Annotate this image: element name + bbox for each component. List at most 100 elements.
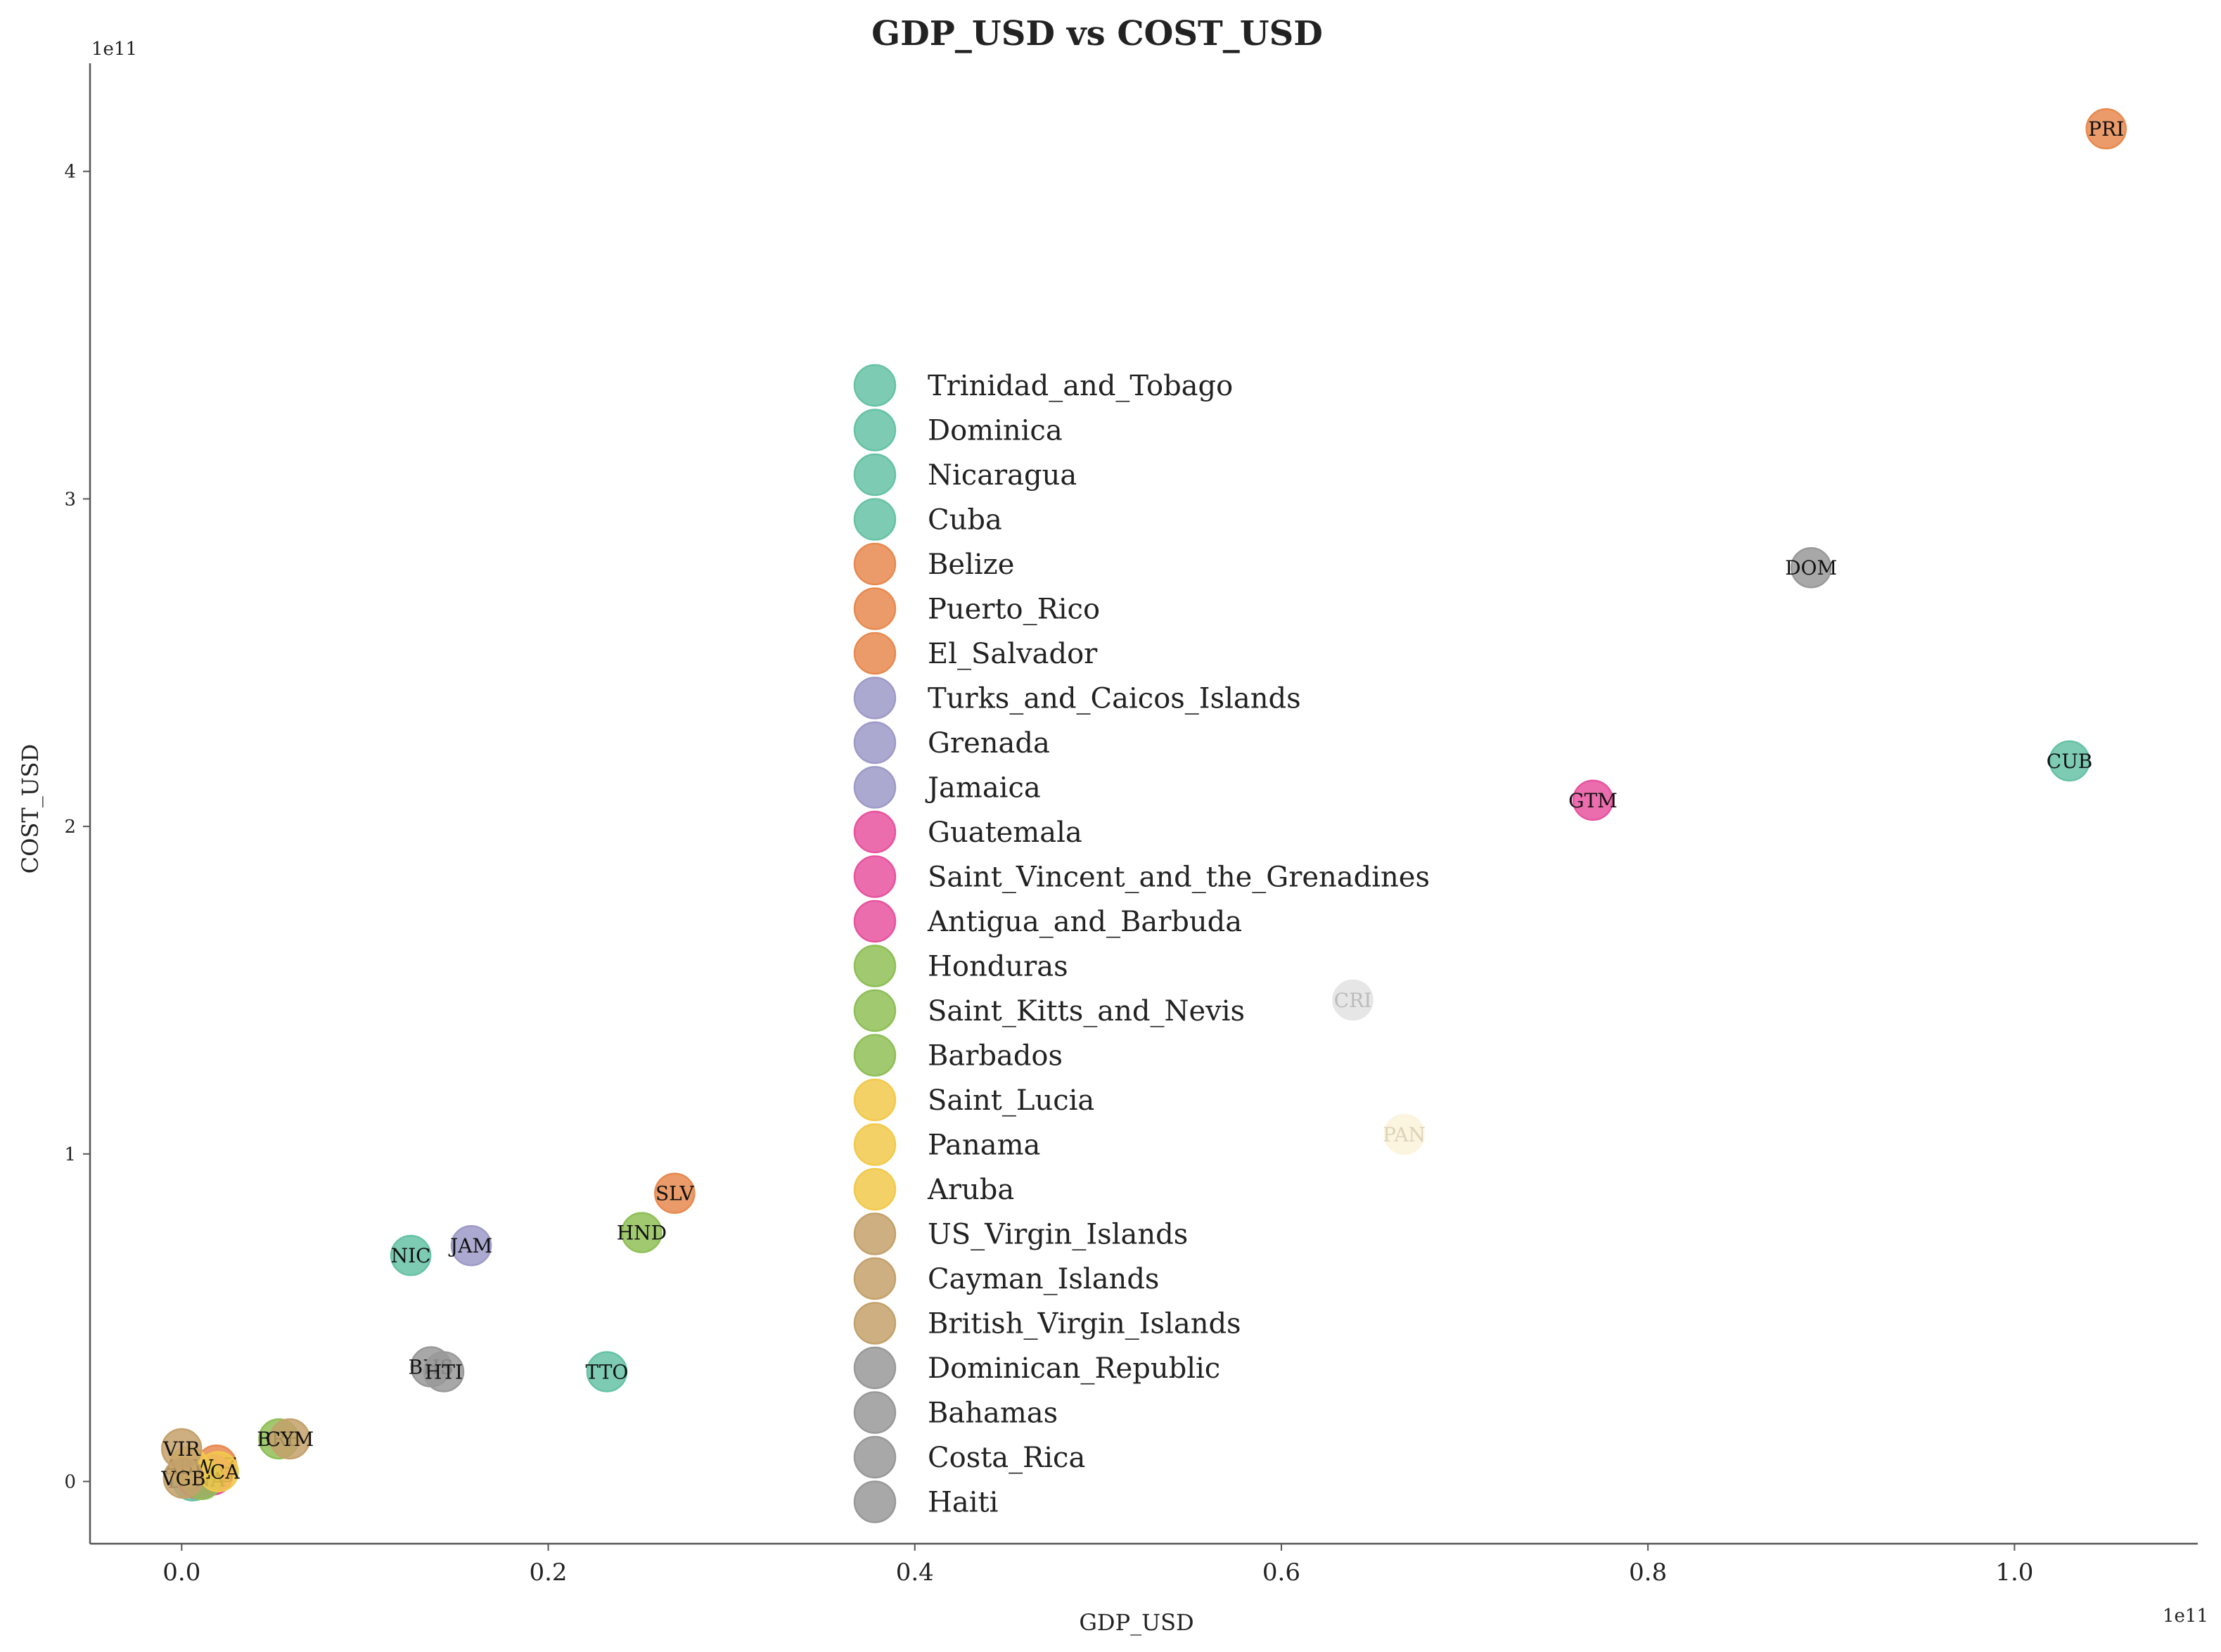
y-tick-label: 4 bbox=[64, 162, 76, 183]
legend-entry: Bahamas bbox=[853, 1391, 1058, 1434]
legend-label: Honduras bbox=[928, 951, 1068, 983]
scatter-point-group: DOM bbox=[1785, 546, 1837, 589]
legend-label: Haiti bbox=[928, 1487, 998, 1519]
legend-marker bbox=[853, 945, 897, 987]
scatter-point bbox=[1332, 979, 1374, 1021]
scatter-point bbox=[162, 1457, 205, 1499]
legend-entry: Dominican_Republic bbox=[853, 1346, 1220, 1390]
legend-entry: Puerto_Rico bbox=[853, 587, 1100, 630]
scatter-point bbox=[1383, 1113, 1425, 1155]
legend-entry: US_Virgin_Islands bbox=[853, 1212, 1188, 1255]
legend-label: Puerto_Rico bbox=[928, 594, 1100, 626]
legend-marker bbox=[853, 364, 897, 407]
legend-marker bbox=[853, 1346, 897, 1390]
x-tick-label: 0.0 bbox=[162, 1558, 200, 1587]
x-axis-offset-label: 1e11 bbox=[2163, 1606, 2208, 1627]
x-tick-label: 0.4 bbox=[896, 1558, 934, 1587]
legend-marker bbox=[853, 1302, 897, 1345]
scatter-point-group: CYM bbox=[266, 1418, 314, 1460]
legend-label: Saint_Lucia bbox=[928, 1084, 1094, 1117]
point-label: JAM bbox=[448, 1234, 492, 1257]
legend-marker bbox=[853, 1167, 897, 1211]
legend-label: Grenada bbox=[928, 727, 1050, 760]
x-tick-label: 0.6 bbox=[1262, 1558, 1300, 1587]
scatter-point-group: HTI bbox=[423, 1351, 465, 1392]
legend-label: Antigua_and_Barbuda bbox=[927, 906, 1242, 938]
legend-entry: Panama bbox=[853, 1123, 1040, 1166]
legend-entry: Honduras bbox=[853, 945, 1068, 987]
legend-entry: Antigua_and_Barbuda bbox=[853, 899, 1242, 943]
y-tick-label: 0 bbox=[64, 1472, 76, 1493]
scatter-point-group: NIC bbox=[390, 1234, 432, 1276]
legend-marker bbox=[853, 810, 897, 854]
legend-entry: Guatemala bbox=[853, 810, 1082, 854]
scatter-point-group: VGB bbox=[160, 1457, 205, 1499]
legend-entry: Haiti bbox=[853, 1480, 998, 1523]
legend-label: Saint_Kitts_and_Nevis bbox=[928, 995, 1245, 1027]
points-layer: TTODMANICCUBBLZPRISLVTCAGRDJAMGTMVCTATGH… bbox=[160, 108, 2127, 1501]
legend-marker bbox=[853, 766, 897, 809]
scatter-point bbox=[423, 1351, 465, 1392]
legend-entry: Dominica bbox=[853, 409, 1063, 452]
point-label: CRI bbox=[1334, 989, 1372, 1012]
legend: Trinidad_and_Tobago Dominica Nicaragua Cuba… bbox=[853, 364, 1430, 1523]
scatter-point-group: PAN bbox=[1383, 1113, 1426, 1155]
legend-entry: Grenada bbox=[853, 721, 1050, 764]
legend-marker bbox=[853, 1123, 897, 1166]
legend-label: Belize bbox=[928, 549, 1014, 581]
legend-entry: Nicaragua bbox=[853, 453, 1077, 497]
scatter-point-group: GTM bbox=[1568, 779, 1618, 821]
legend-label: Jamaica bbox=[925, 772, 1041, 805]
y-tick-label: 2 bbox=[64, 817, 76, 838]
legend-marker bbox=[853, 409, 897, 452]
legend-label: Trinidad_and_Tobago bbox=[928, 370, 1233, 402]
point-label: HTI bbox=[425, 1361, 463, 1384]
legend-marker bbox=[853, 989, 897, 1032]
legend-marker bbox=[853, 542, 897, 586]
y-axis-offset-label: 1e11 bbox=[91, 39, 137, 60]
x-tick-label: 0.2 bbox=[529, 1558, 567, 1587]
scatter-point bbox=[2085, 108, 2127, 150]
legend-marker bbox=[853, 1257, 897, 1300]
legend-entry: British_Virgin_Islands bbox=[853, 1302, 1241, 1345]
point-label: DOM bbox=[1785, 556, 1837, 580]
legend-label: El_Salvador bbox=[928, 638, 1098, 670]
legend-label: Cayman_Islands bbox=[928, 1263, 1159, 1295]
scatter-point-group: TTO bbox=[586, 1351, 628, 1392]
legend-label: Panama bbox=[928, 1129, 1040, 1162]
scatter-point-group: HND bbox=[617, 1212, 667, 1253]
legend-label: British_Virgin_Islands bbox=[928, 1308, 1241, 1340]
legend-label: Dominica bbox=[928, 415, 1063, 447]
scatter-point bbox=[1572, 779, 1614, 821]
point-label: PAN bbox=[1383, 1123, 1426, 1146]
legend-label: Nicaragua bbox=[928, 459, 1077, 492]
legend-label: Barbados bbox=[928, 1040, 1063, 1072]
scatter-point bbox=[2049, 740, 2090, 782]
legend-label: Turks_and_Caicos_Islands bbox=[928, 683, 1301, 715]
legend-label: Aruba bbox=[927, 1174, 1014, 1206]
point-label: NIC bbox=[391, 1244, 431, 1267]
scatter-point bbox=[269, 1418, 311, 1460]
legend-entry: Cayman_Islands bbox=[853, 1257, 1159, 1300]
legend-marker bbox=[853, 677, 897, 719]
y-axis-label: COST_USD bbox=[17, 744, 44, 874]
scatter-point-group: PRI bbox=[2085, 108, 2127, 150]
legend-marker bbox=[853, 1435, 897, 1479]
legend-label: Guatemala bbox=[928, 817, 1082, 849]
scatter-point-group: JAM bbox=[448, 1224, 492, 1267]
legend-entry: Trinidad_and_Tobago bbox=[853, 364, 1233, 407]
point-label: GTM bbox=[1568, 789, 1618, 812]
legend-marker bbox=[853, 899, 897, 943]
legend-entry: Aruba bbox=[853, 1167, 1014, 1211]
legend-label: Cuba bbox=[928, 504, 1002, 537]
point-label: PRI bbox=[2088, 117, 2124, 141]
x-axis-label: GDP_USD bbox=[1079, 1609, 1193, 1636]
legend-entry: Saint_Kitts_and_Nevis bbox=[853, 989, 1245, 1032]
scatter-point bbox=[586, 1351, 628, 1392]
x-tick-label: 0.8 bbox=[1629, 1558, 1667, 1587]
legend-entry: Costa_Rica bbox=[853, 1435, 1085, 1479]
legend-entry: Saint_Lucia bbox=[853, 1078, 1094, 1122]
scatter-point bbox=[1790, 546, 1832, 589]
legend-marker bbox=[853, 1480, 897, 1523]
